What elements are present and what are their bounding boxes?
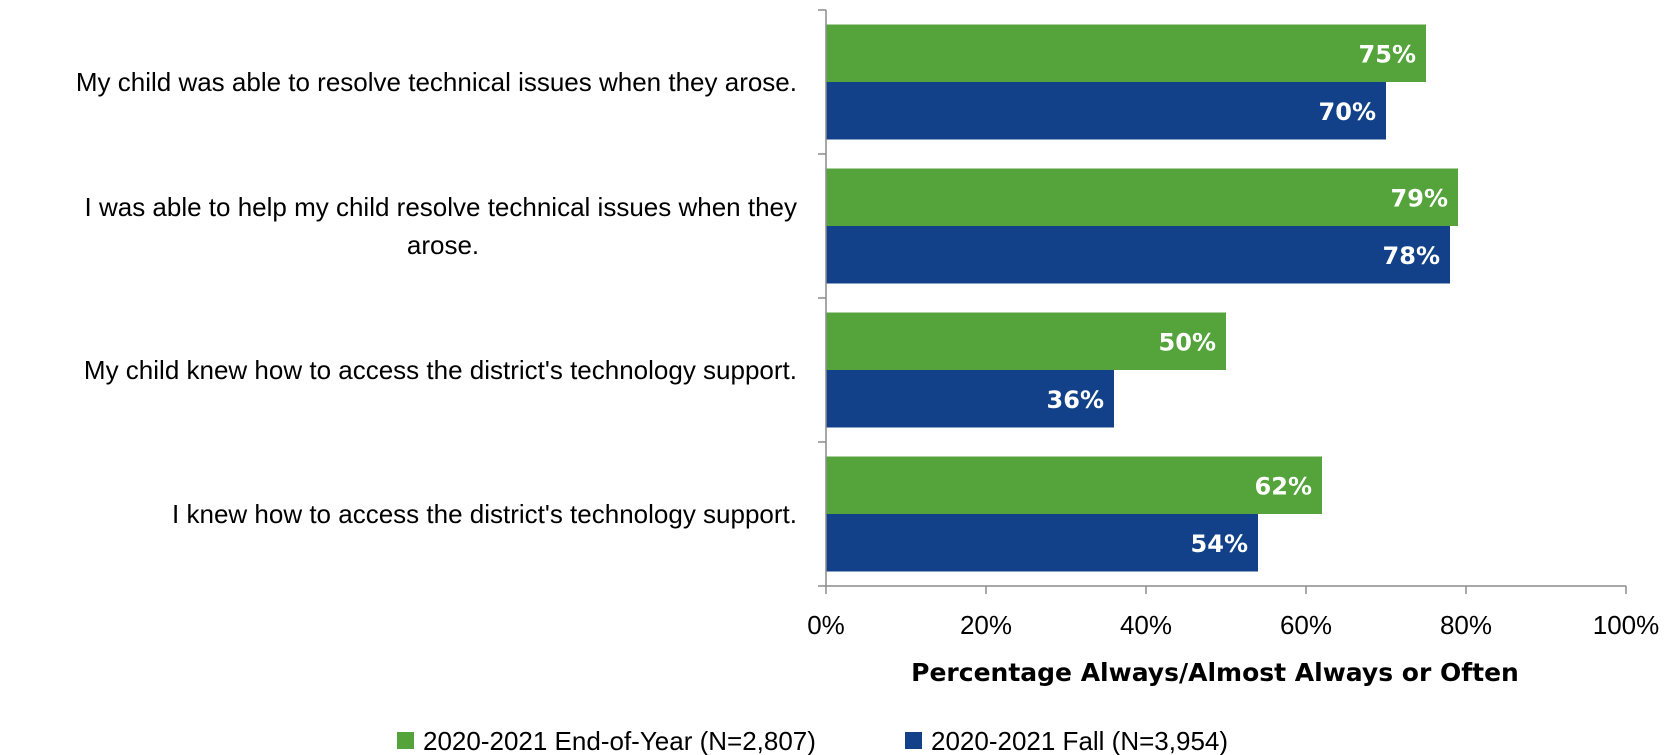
x-tick-labels: 0% 20% 40% 60% 80% 100% xyxy=(807,610,1659,640)
legend-label: 2020-2021 End-of-Year (N=2,807) xyxy=(423,726,816,755)
bar-fall-1 xyxy=(826,82,1386,140)
bar-end-of-year-1 xyxy=(826,24,1426,82)
legend: 2020-2021 End-of-Year (N=2,807) 2020-2021… xyxy=(397,726,1228,755)
data-label: 79% xyxy=(1391,184,1448,212)
bar-fall-2 xyxy=(826,226,1450,284)
bars xyxy=(826,24,1458,572)
data-label: 78% xyxy=(1383,242,1440,270)
x-axis-title: Percentage Always/Almost Always or Often xyxy=(911,658,1519,687)
data-labels: 75% 70% 79% 78% 50% 36% 62% 54% xyxy=(1047,40,1448,558)
x-tick-label: 20% xyxy=(960,610,1012,640)
data-label: 62% xyxy=(1255,472,1312,500)
data-label: 54% xyxy=(1191,530,1248,558)
legend-label: 2020-2021 Fall (N=3,954) xyxy=(931,726,1228,755)
bar-end-of-year-3 xyxy=(826,312,1226,370)
data-label: 50% xyxy=(1159,328,1216,356)
legend-swatch xyxy=(397,732,414,749)
legend-swatch xyxy=(905,732,922,749)
category-label: My child was able to resolve technical i… xyxy=(76,67,797,97)
x-tick-label: 80% xyxy=(1440,610,1492,640)
x-tick-label: 100% xyxy=(1593,610,1660,640)
category-label: My child knew how to access the district… xyxy=(84,355,797,385)
axes xyxy=(818,9,1627,594)
bar-fall-4 xyxy=(826,514,1258,572)
category-label: I was able to help my child resolve tech… xyxy=(85,192,797,260)
category-label: I knew how to access the district's tech… xyxy=(172,499,797,529)
x-tick-label: 0% xyxy=(807,610,845,640)
category-labels: My child was able to resolve technical i… xyxy=(76,67,797,529)
bar-end-of-year-4 xyxy=(826,456,1322,514)
x-tick-label: 60% xyxy=(1280,610,1332,640)
data-label: 70% xyxy=(1319,98,1376,126)
x-tick-label: 40% xyxy=(1120,610,1172,640)
data-label: 36% xyxy=(1047,386,1104,414)
data-label: 75% xyxy=(1359,40,1416,68)
bar-end-of-year-2 xyxy=(826,168,1458,226)
bar-fall-3 xyxy=(826,370,1114,428)
